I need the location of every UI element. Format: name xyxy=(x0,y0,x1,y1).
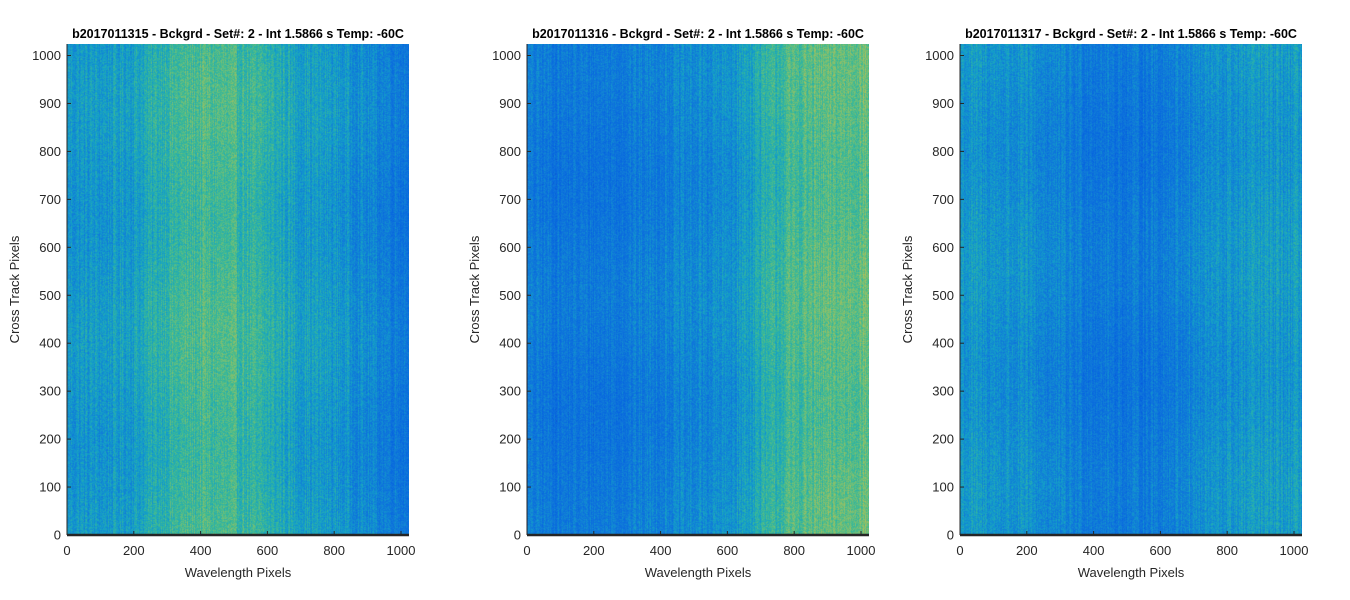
x-tick-label: 800 xyxy=(323,543,345,558)
y-tick-label: 0 xyxy=(54,528,61,543)
x-tick-label: 400 xyxy=(190,543,212,558)
y-tick-label: 200 xyxy=(932,432,954,447)
y-tick-label: 100 xyxy=(932,480,954,495)
x-tick-label: 1000 xyxy=(387,543,416,558)
y-tick-label: 0 xyxy=(947,528,954,543)
x-tick-label: 400 xyxy=(650,543,672,558)
x-tick-label: 1000 xyxy=(847,543,876,558)
axes-svg: 0 200 400 600 800 1000 0 100 200 300 400 500 600 700 8… xyxy=(900,44,1308,580)
heatmap-image xyxy=(527,44,869,535)
y-tick-label: 1000 xyxy=(925,48,954,63)
y-tick-label: 600 xyxy=(499,240,521,255)
heatmap-image xyxy=(960,44,1302,535)
y-axis-label: Cross Track Pixels xyxy=(900,235,915,343)
plot-area: 0 200 400 600 800 1000 0 100 200 300 400 500 600 700 8… xyxy=(7,44,415,580)
y-axis-label: Cross Track Pixels xyxy=(467,235,482,343)
heatmap-image xyxy=(67,44,409,535)
x-axis-label: Wavelength Pixels xyxy=(645,565,752,580)
chart-title: b2017011317 - Bckgrd - Set#: 2 - Int 1.5… xyxy=(965,27,1297,41)
x-axis-label: Wavelength Pixels xyxy=(1078,565,1185,580)
plot-area: 0 200 400 600 800 1000 0 100 200 300 400 500 600 700 8… xyxy=(467,44,875,580)
y-tick-label: 400 xyxy=(932,336,954,351)
heatmap-panel-1: b2017011315 - Bckgrd - Set#: 2 - Int 1.5… xyxy=(0,0,450,600)
y-tick-label: 800 xyxy=(39,144,61,159)
y-tick-label: 600 xyxy=(932,240,954,255)
axes-svg: 0 200 400 600 800 1000 0 100 200 300 400 500 600 700 8… xyxy=(7,44,415,580)
chart-title: b2017011315 - Bckgrd - Set#: 2 - Int 1.5… xyxy=(72,27,404,41)
y-tick-label: 300 xyxy=(499,384,521,399)
y-tick-label: 300 xyxy=(932,384,954,399)
x-axis-label: Wavelength Pixels xyxy=(185,565,292,580)
chart-title: b2017011316 - Bckgrd - Set#: 2 - Int 1.5… xyxy=(532,27,864,41)
y-tick-label: 500 xyxy=(932,288,954,303)
y-tick-label: 400 xyxy=(499,336,521,351)
x-tick-label: 200 xyxy=(123,543,145,558)
y-tick-label: 0 xyxy=(514,528,521,543)
x-tick-label: 600 xyxy=(257,543,279,558)
y-tick-label: 100 xyxy=(499,480,521,495)
y-tick-label: 500 xyxy=(499,288,521,303)
y-tick-label: 200 xyxy=(39,432,61,447)
x-tick-label: 600 xyxy=(717,543,739,558)
heatmap-panel-3: b2017011317 - Bckgrd - Set#: 2 - Int 1.5… xyxy=(893,0,1343,600)
heatmap-panel-2: b2017011316 - Bckgrd - Set#: 2 - Int 1.5… xyxy=(460,0,910,600)
y-tick-label: 900 xyxy=(39,96,61,111)
y-tick-label: 700 xyxy=(39,192,61,207)
y-tick-label: 700 xyxy=(499,192,521,207)
y-tick-label: 1000 xyxy=(492,48,521,63)
y-tick-label: 200 xyxy=(499,432,521,447)
y-tick-label: 800 xyxy=(499,144,521,159)
y-tick-label: 700 xyxy=(932,192,954,207)
axes-svg: 0 200 400 600 800 1000 0 100 200 300 400 500 600 700 8… xyxy=(467,44,875,580)
y-tick-label: 400 xyxy=(39,336,61,351)
x-tick-label: 200 xyxy=(583,543,605,558)
x-tick-label: 200 xyxy=(1016,543,1038,558)
y-tick-label: 100 xyxy=(39,480,61,495)
x-tick-label: 0 xyxy=(63,543,70,558)
x-tick-label: 600 xyxy=(1150,543,1172,558)
x-tick-label: 400 xyxy=(1083,543,1105,558)
y-tick-label: 900 xyxy=(499,96,521,111)
y-tick-label: 600 xyxy=(39,240,61,255)
x-tick-label: 800 xyxy=(783,543,805,558)
x-tick-label: 1000 xyxy=(1280,543,1309,558)
y-axis-label: Cross Track Pixels xyxy=(7,235,22,343)
x-tick-label: 0 xyxy=(956,543,963,558)
x-tick-label: 800 xyxy=(1216,543,1238,558)
y-tick-label: 800 xyxy=(932,144,954,159)
y-tick-label: 300 xyxy=(39,384,61,399)
y-tick-label: 1000 xyxy=(32,48,61,63)
y-tick-label: 500 xyxy=(39,288,61,303)
x-tick-label: 0 xyxy=(523,543,530,558)
y-tick-label: 900 xyxy=(932,96,954,111)
plot-area: 0 200 400 600 800 1000 0 100 200 300 400 500 600 700 8… xyxy=(900,44,1308,580)
